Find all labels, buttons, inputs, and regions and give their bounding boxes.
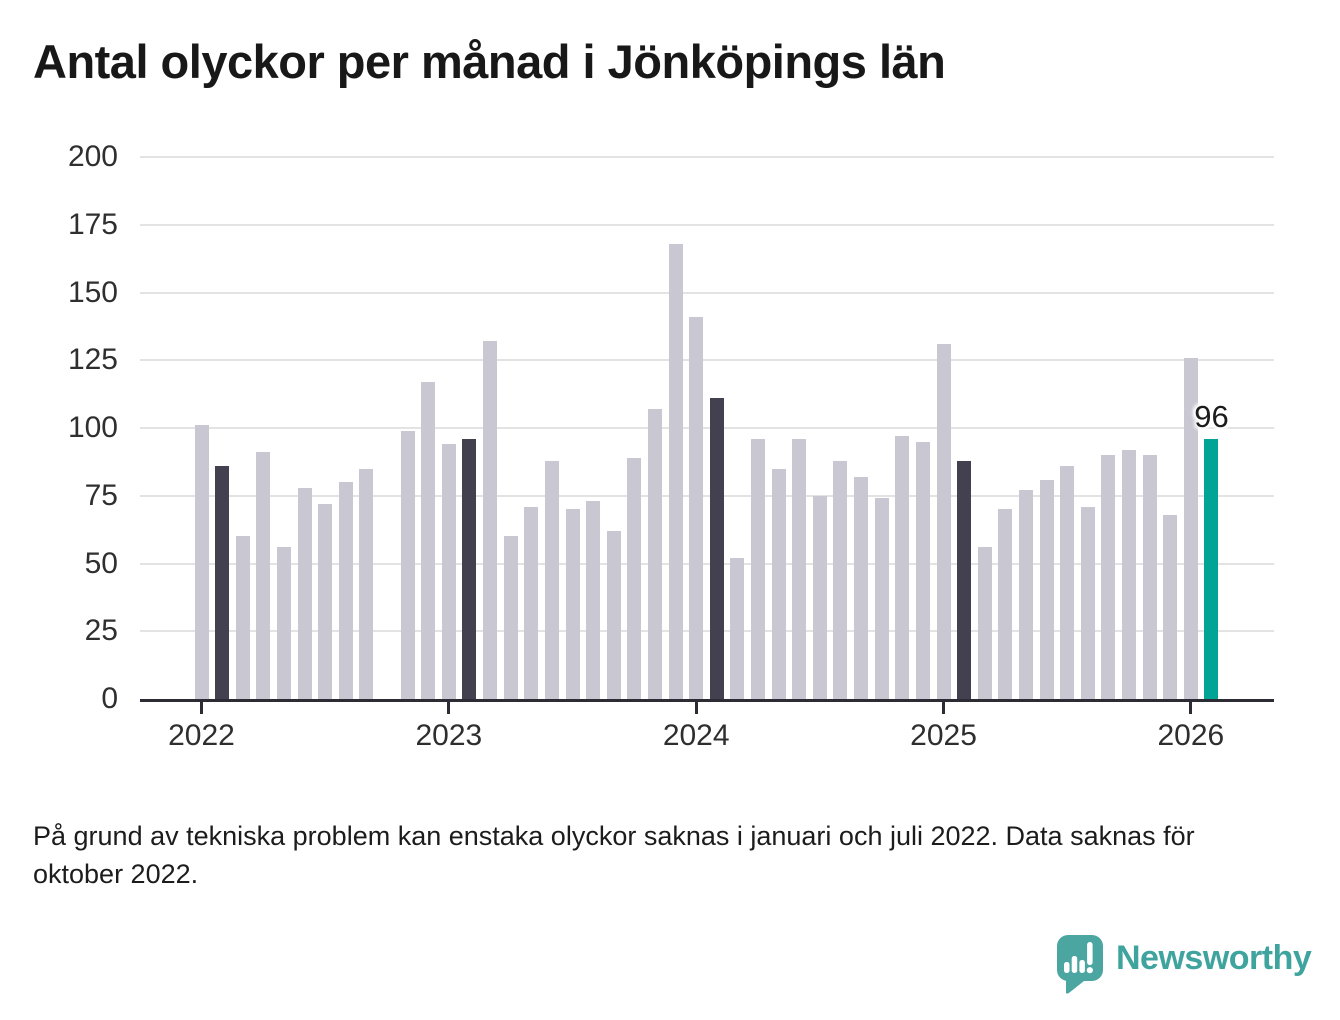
bar-2023-11 bbox=[647, 409, 662, 699]
bar-2022-03 bbox=[235, 536, 250, 699]
bar-2025-08 bbox=[1080, 506, 1095, 699]
y-tick-label-125: 125 bbox=[67, 343, 118, 377]
bar-2022-11 bbox=[400, 430, 415, 699]
bar-2023-08 bbox=[586, 501, 601, 699]
bar-2022-12 bbox=[421, 381, 436, 699]
y-tick-label-175: 175 bbox=[67, 207, 118, 241]
bar-2023-03 bbox=[483, 341, 498, 699]
bar-2023-06 bbox=[544, 460, 559, 699]
bar-2023-10 bbox=[627, 457, 642, 699]
bar-2025-01 bbox=[936, 344, 951, 699]
gridline-75 bbox=[140, 494, 1274, 497]
chart-title: Antal olyckor per månad i Jönköpings län bbox=[33, 35, 946, 88]
bar-2024-01 bbox=[689, 316, 704, 699]
x-tick-2024 bbox=[694, 702, 698, 714]
newsworthy-logo-icon bbox=[1057, 935, 1103, 994]
bar-2024-02 bbox=[709, 398, 724, 699]
bar-2023-04 bbox=[503, 536, 518, 699]
x-tick-2025 bbox=[942, 702, 946, 714]
x-tick-label-2023: 2023 bbox=[415, 719, 483, 752]
bar-2022-07 bbox=[318, 503, 333, 699]
y-tick-label-100: 100 bbox=[67, 411, 118, 444]
bar-2022-06 bbox=[297, 487, 312, 699]
bar-2023-01 bbox=[441, 444, 456, 699]
x-tick-2022 bbox=[200, 702, 203, 714]
gridline-125 bbox=[140, 359, 1274, 362]
bar-2025-06 bbox=[1039, 479, 1054, 699]
x-tick-label-2024: 2024 bbox=[662, 719, 730, 752]
gridline-25 bbox=[140, 630, 1274, 633]
bar-2024-08 bbox=[833, 460, 848, 699]
newsworthy-logo-text: Newsworthy bbox=[1116, 939, 1312, 977]
y-tick-label-200: 200 bbox=[67, 140, 118, 173]
bar-2024-12 bbox=[915, 441, 930, 699]
y-tick-label-50: 50 bbox=[84, 546, 118, 580]
x-tick-2026 bbox=[1189, 702, 1193, 714]
bar-2025-12 bbox=[1163, 514, 1178, 699]
y-tick-label-150: 150 bbox=[67, 275, 118, 309]
bar-2023-05 bbox=[524, 506, 539, 699]
x-tick-label-2026: 2026 bbox=[1157, 719, 1225, 752]
bar-2022-01 bbox=[194, 425, 209, 699]
bar-2022-04 bbox=[256, 452, 271, 699]
bar-2025-10 bbox=[1122, 449, 1137, 699]
bar-2026-01 bbox=[1183, 357, 1198, 699]
bar-2022-08 bbox=[338, 482, 353, 699]
y-tick-label-75: 75 bbox=[84, 478, 118, 512]
bar-2025-04 bbox=[998, 509, 1013, 699]
footnote: På grund av tekniska problem kan enstaka… bbox=[33, 821, 1195, 889]
y-tick-label-25: 25 bbox=[84, 614, 118, 648]
newsworthy-logo: Newsworthy bbox=[1056, 934, 1312, 996]
bar-2024-09 bbox=[854, 476, 869, 699]
y-tick-label-0: 0 bbox=[101, 682, 118, 715]
plot-area: 96 2022 2023 2024 2025 2026 bbox=[140, 156, 1274, 752]
bar-2025-03 bbox=[977, 547, 992, 699]
x-tick-label-2022: 2022 bbox=[168, 719, 235, 752]
gridline-50 bbox=[140, 562, 1274, 565]
bar-2023-02 bbox=[462, 438, 477, 699]
bar-2025-09 bbox=[1101, 455, 1116, 699]
bar-2024-04 bbox=[751, 438, 766, 699]
bar-2022-09 bbox=[359, 468, 374, 699]
bar-2023-07 bbox=[565, 509, 580, 699]
bar-2025-11 bbox=[1142, 455, 1157, 699]
x-tick-2023 bbox=[447, 702, 451, 714]
bar-2024-11 bbox=[895, 436, 910, 699]
bar-2024-06 bbox=[792, 438, 807, 699]
gridline-175 bbox=[140, 223, 1274, 226]
current-bar-value-label: 96 bbox=[1194, 398, 1229, 434]
bar-2022-05 bbox=[276, 547, 291, 699]
bar-2023-12 bbox=[668, 243, 683, 699]
bar-2024-03 bbox=[730, 558, 745, 699]
bar-2025-05 bbox=[1018, 490, 1033, 699]
bar-2023-09 bbox=[606, 530, 621, 699]
bar-2024-05 bbox=[771, 468, 786, 699]
bar-2026-02 bbox=[1204, 438, 1219, 699]
gridline-150 bbox=[140, 291, 1274, 294]
bar-2025-07 bbox=[1060, 465, 1075, 699]
bar-2022-02 bbox=[215, 465, 230, 699]
bar-2025-02 bbox=[957, 460, 972, 699]
gridline-200 bbox=[140, 156, 1274, 158]
bar-2024-07 bbox=[812, 495, 827, 699]
gridline-100 bbox=[140, 427, 1274, 429]
x-tick-label-2025: 2025 bbox=[910, 719, 977, 752]
bar-2024-10 bbox=[874, 498, 889, 699]
